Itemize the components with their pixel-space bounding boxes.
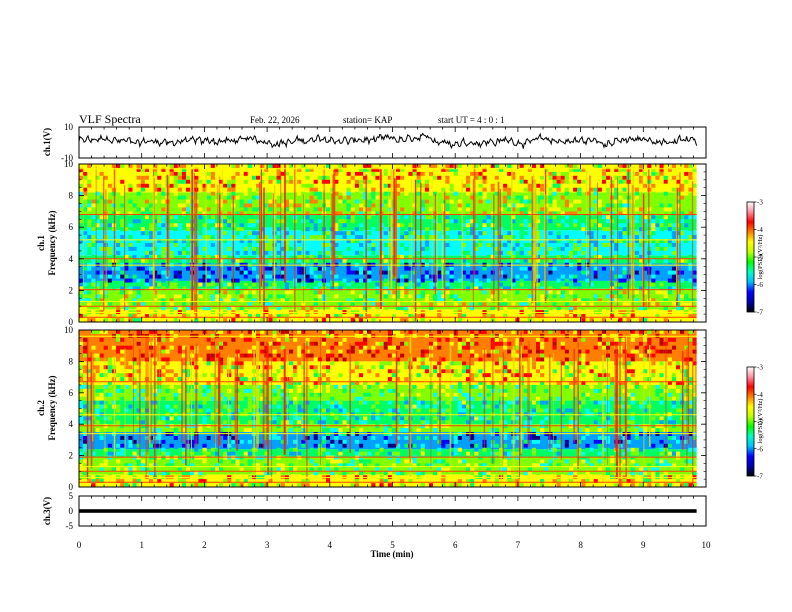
colorbar-tick-label: -6 — [757, 445, 763, 453]
colorbar-tick-label: -5 — [757, 254, 763, 262]
time-tick-label: 3 — [265, 540, 270, 550]
ch1-trace — [78, 132, 698, 150]
colorbar-tick-label: -5 — [757, 418, 763, 426]
colorbar-tick-label: -7 — [757, 473, 763, 481]
time-tick-label: 10 — [702, 540, 712, 550]
colorbar-tick-label: -4 — [757, 391, 763, 399]
time-tick-label: 6 — [453, 540, 458, 550]
colorbar-tick-label: -3 — [757, 364, 763, 372]
freq-tick-label: 6 — [69, 388, 74, 398]
colorbar-tick-label: -6 — [757, 281, 763, 289]
freq-tick-label: 10 — [64, 325, 74, 335]
ch3-ytick-bottom: -5 — [66, 521, 74, 531]
freq-tick-label: 8 — [69, 356, 74, 366]
ch1-ylabel: ch.1(V) — [42, 128, 52, 156]
colorbar-tick-label: -3 — [757, 199, 763, 207]
colorbar-tick-label: -4 — [757, 226, 763, 234]
time-tick-label: 4 — [328, 540, 333, 550]
ch1-colorbar-label: log(PSD)(V²/Hz) — [757, 235, 764, 280]
ch1-spectrogram — [79, 164, 697, 323]
freq-tick-label: 0 — [69, 317, 74, 327]
figure-title: VLF Spectra — [79, 112, 141, 126]
ch2-spectrogram — [79, 330, 697, 488]
freq-tick-label: 6 — [69, 222, 74, 232]
freq-tick-label: 4 — [69, 254, 74, 264]
ch2-spectrogram-ylabel-channel: ch.2 — [36, 400, 46, 416]
freq-tick-label: 0 — [69, 482, 74, 492]
colorbar-tick-label: -7 — [757, 309, 763, 317]
ch1-waveform-panel: 10 -10 ch.1(V) — [42, 122, 707, 163]
ch3-waveform-panel: 5 0 -5 ch.3(V) — [42, 491, 707, 531]
time-axis: 0 1 2 3 4 5 6 7 8 9 10 — [77, 540, 711, 550]
time-tick-label: 9 — [641, 540, 646, 550]
colorbar-scale — [746, 366, 755, 477]
ch1-ytick-top: 10 — [64, 122, 74, 132]
ch1-spectrogram-ylabel: Frequency (kHz) — [47, 210, 57, 275]
ch2-colorbar: -3 -4 -5 -6 -7 — [746, 364, 763, 481]
ch3-ylabel: ch.3(V) — [42, 497, 52, 525]
date-label: Feb. 22, 2026 — [250, 115, 300, 125]
time-tick-label: 1 — [139, 540, 144, 550]
freq-tick-label: 2 — [69, 285, 74, 295]
ch3-ytick-middle: 0 — [69, 506, 74, 516]
time-tick-label: 5 — [390, 540, 395, 550]
start-time-label: start UT = 4 : 0 : 1 — [438, 115, 505, 125]
time-tick-label: 2 — [202, 540, 207, 550]
freq-tick-label: 10 — [64, 159, 74, 169]
time-axis-label: Time (min) — [370, 549, 413, 559]
freq-tick-label: 4 — [69, 419, 74, 429]
ch1-colorbar: -3 -4 -5 -6 -7 — [746, 199, 763, 317]
ch2-colorbar-label: log(PSD)(V²/Hz) — [757, 399, 764, 444]
ch1-spectrogram-panel: 10 8 6 4 2 0 ch.1 Frequency (kHz) — [36, 159, 707, 327]
station-label: station= KAP — [343, 115, 392, 125]
time-tick-label: 8 — [578, 540, 583, 550]
ch1-ytick-bottom: -10 — [61, 153, 73, 163]
colorbar-scale — [746, 201, 755, 313]
freq-tick-label: 2 — [69, 451, 74, 461]
ch2-spectrogram-panel: 10 8 6 4 2 0 ch.2 Frequency (kHz) — [36, 325, 707, 492]
ch1-spectrogram-ylabel-channel: ch.1 — [36, 235, 46, 251]
ch2-spectrogram-ylabel: Frequency (kHz) — [47, 375, 57, 440]
time-tick-label: 7 — [516, 540, 521, 550]
freq-tick-label: 8 — [69, 191, 74, 201]
time-tick-label: 0 — [77, 540, 82, 550]
ch3-ytick-top: 5 — [69, 491, 74, 501]
ch3-trace — [79, 509, 697, 513]
